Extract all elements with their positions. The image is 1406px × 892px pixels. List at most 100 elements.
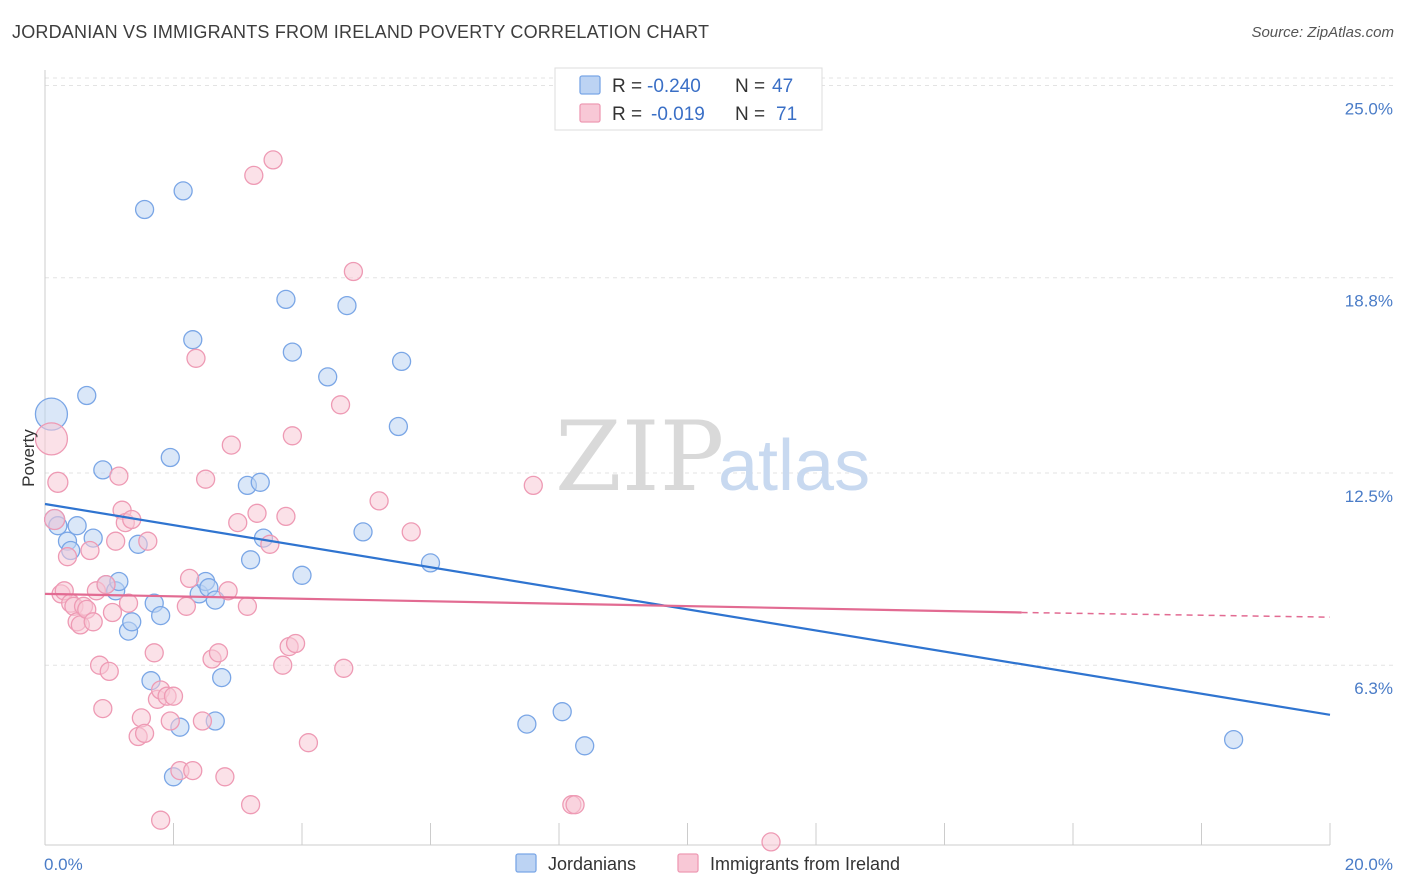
point-jordanians-23 [183, 330, 203, 350]
point-jordanians-36 [292, 565, 312, 585]
legend-top: R = -0.240 N = 47 R = -0.019 N = 71 [554, 67, 823, 131]
point-ireland-35 [160, 711, 180, 731]
x-tick-max: 20.0% [1345, 855, 1393, 874]
point-jordanians-35 [282, 342, 303, 362]
point-ireland-51 [240, 795, 261, 815]
point-jordanians-44 [552, 702, 572, 722]
point-jordanians-45 [575, 736, 595, 756]
bottom-legend-jordanians: Jordanians [548, 854, 636, 874]
point-ireland-66 [401, 522, 421, 542]
axes [44, 70, 1331, 846]
point-jordanians-38 [337, 295, 357, 316]
point-ireland-20 [106, 531, 126, 551]
point-ireland-55 [263, 150, 283, 170]
point-ireland-5 [57, 547, 78, 567]
point-ireland-40 [183, 760, 203, 781]
point-ireland-61 [298, 733, 319, 753]
x-tick-min: 0.0% [44, 855, 83, 874]
y-tick-label-2: 18.8% [1345, 292, 1393, 311]
point-ireland-63 [334, 658, 354, 678]
legend-r-value-1: -0.240 [647, 76, 701, 97]
point-ireland-18 [99, 661, 119, 682]
point-jordanians-32 [250, 472, 270, 492]
point-ireland-17 [96, 574, 116, 595]
point-ireland-24 [118, 593, 139, 613]
point-jordanians-37 [318, 367, 338, 387]
point-jordanians-22 [173, 181, 193, 201]
trend-lines [44, 502, 1331, 716]
point-jordanians-13 [122, 612, 142, 632]
point-ireland-39 [179, 568, 200, 589]
point-jordanians-18 [150, 605, 171, 626]
point-ireland-42 [192, 711, 213, 731]
point-jordanians-8 [93, 460, 113, 480]
point-ireland-52 [244, 165, 264, 186]
point-ireland-49 [228, 512, 248, 533]
trend-line-ireland [44, 592, 1022, 614]
point-ireland-50 [237, 596, 258, 616]
point-ireland-13 [83, 612, 103, 632]
point-ireland-33 [150, 810, 171, 830]
point-jordanians-6 [77, 385, 97, 406]
scatter-points [34, 150, 1244, 852]
watermark-zip: ZIP [555, 401, 724, 513]
point-ireland-28 [134, 723, 155, 744]
point-ireland-60 [285, 633, 306, 654]
trend-line-dashed-ireland [1021, 611, 1331, 618]
point-ireland-67 [523, 475, 543, 496]
point-ireland-64 [343, 261, 364, 282]
point-jordanians-29 [212, 667, 232, 688]
y-tick-labels: 6.3% 12.5% 18.8% 25.0% [1345, 100, 1393, 699]
bottom-legend-ireland: Immigrants from Ireland [710, 854, 900, 874]
point-ireland-16 [93, 698, 113, 719]
point-ireland-70 [565, 795, 585, 815]
legend-bottom: Jordanians Immigrants from Ireland [515, 853, 900, 874]
point-jordanians-34 [276, 289, 296, 310]
point-ireland-43 [195, 469, 216, 489]
legend-n-value-2: 71 [776, 104, 797, 125]
point-ireland-46 [215, 767, 235, 787]
point-ireland-36 [163, 686, 184, 706]
point-jordanians-46 [1223, 729, 1244, 750]
legend-n-label-2: N = [735, 104, 765, 125]
point-ireland-1 [43, 508, 66, 531]
point-jordanians-41 [391, 351, 412, 372]
bottom-legend-swatch-ireland [677, 853, 699, 873]
point-ireland-47 [218, 581, 238, 601]
y-axis-label: Poverty [19, 429, 38, 487]
point-jordanians-43 [517, 714, 537, 734]
watermark-atlas: atlas [718, 426, 870, 506]
point-ireland-53 [247, 503, 267, 523]
point-jordanians-15 [134, 199, 155, 220]
y-tick-label-3: 25.0% [1345, 100, 1393, 119]
point-ireland-21 [109, 466, 129, 486]
point-ireland-19 [102, 602, 123, 623]
legend-r-value-2: -0.019 [651, 104, 705, 125]
y-tick-label-0: 6.3% [1354, 679, 1393, 698]
point-ireland-54 [260, 534, 280, 554]
point-ireland-29 [138, 531, 158, 551]
chart-title: JORDANIAN VS IMMIGRANTS FROM IRELAND POV… [12, 22, 710, 42]
trend-line-jordanians [44, 502, 1331, 716]
point-ireland-41 [186, 348, 206, 368]
legend-n-value-1: 47 [772, 76, 793, 97]
point-jordanians-19 [160, 447, 180, 468]
point-ireland-12 [80, 540, 100, 561]
point-ireland-69 [761, 832, 781, 852]
legend-r-label-1: R = [612, 76, 642, 97]
legend-r-label-2: R = [612, 104, 642, 125]
point-ireland-0 [34, 422, 69, 456]
legend-swatch-jordanians [579, 75, 601, 95]
bottom-legend-swatch-jordanians [515, 853, 537, 873]
point-ireland-30 [144, 643, 164, 663]
point-jordanians-31 [240, 550, 261, 570]
point-ireland-62 [330, 395, 351, 415]
point-ireland-2 [47, 471, 69, 493]
gridlines [45, 77, 1395, 666]
y-tick-label-1: 12.5% [1345, 487, 1393, 506]
point-ireland-65 [369, 491, 389, 511]
point-ireland-59 [282, 426, 303, 446]
legend-swatch-ireland [579, 103, 601, 123]
point-ireland-57 [276, 506, 296, 527]
